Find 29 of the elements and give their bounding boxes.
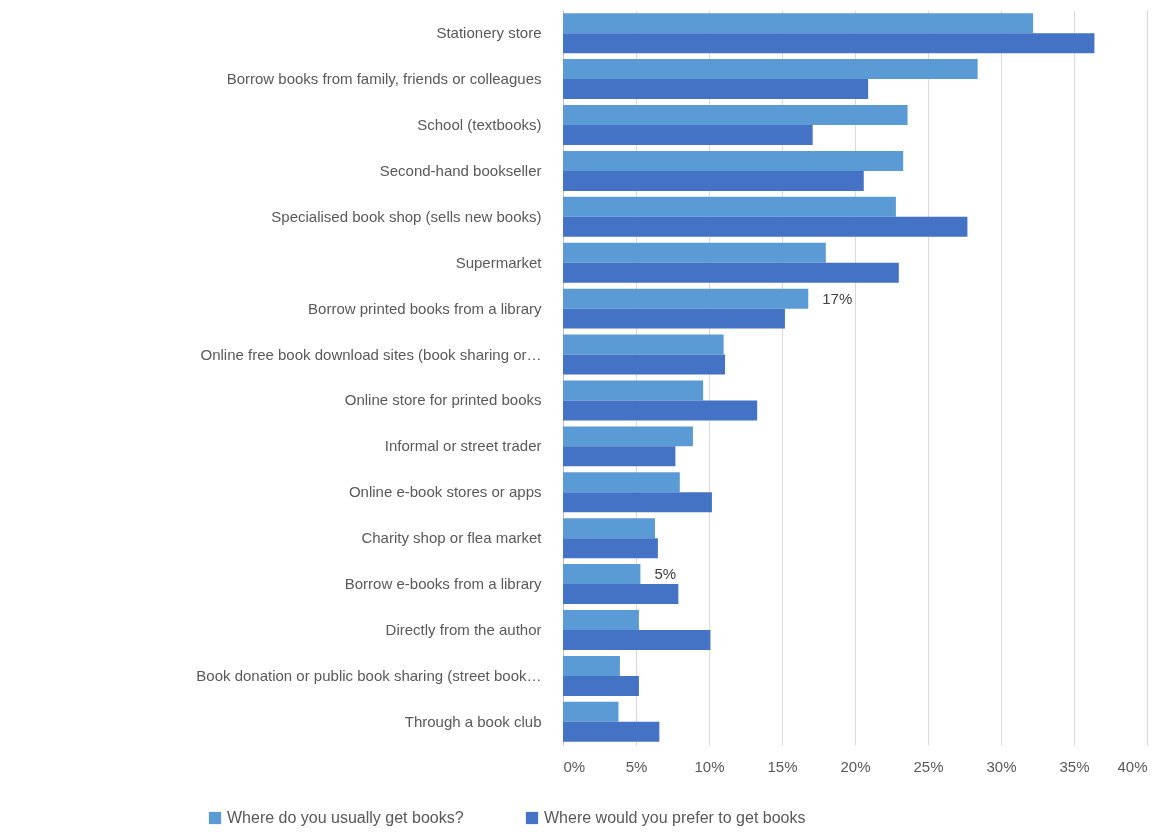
x-tick-label: 10% <box>694 757 725 775</box>
y-tick-label: Book donation or public book sharing (street book… <box>196 666 542 684</box>
y-tick-label: Borrow e-books from a library <box>344 575 542 593</box>
y-tick-label: Borrow printed books from a library <box>308 299 542 317</box>
x-tick-label: 35% <box>1059 757 1090 775</box>
y-tick-label: Borrow books from family, friends or colleagues <box>226 70 542 88</box>
data-label: 17% <box>822 289 853 307</box>
x-tick-label: 0% <box>563 757 586 775</box>
y-tick-label: Through a book club <box>404 712 542 730</box>
x-tick-label: 40% <box>1117 757 1148 775</box>
legend-label: Where would you prefer to get books <box>544 809 806 826</box>
x-tick-label: 5% <box>625 757 648 775</box>
y-tick-label: Supermarket <box>455 253 543 271</box>
y-tick-label: School (textbooks) <box>417 116 542 133</box>
legend-label: Where do you usually get books? <box>227 809 464 826</box>
x-tick-label: 20% <box>840 757 871 775</box>
y-tick-label: Stationery store <box>436 24 542 42</box>
y-tick-label: Second-hand bookseller <box>379 161 542 179</box>
x-tick-label: 30% <box>986 757 1017 775</box>
y-tick-label: Specialised book shop (sells new books) <box>271 207 542 225</box>
y-tick-label: Online e-book stores or apps <box>348 483 542 501</box>
y-tick-label: Online store for printed books <box>344 391 542 409</box>
data-label: 5% <box>654 565 677 583</box>
y-tick-label: Informal or street trader <box>384 437 542 455</box>
y-tick-label: Charity shop or flea market <box>361 529 543 547</box>
x-tick-label: 25% <box>913 757 944 775</box>
y-tick-label: Directly from the author <box>385 621 542 638</box>
x-tick-label: 15% <box>767 757 798 775</box>
y-tick-label: Online free book download sites (book sharing or… <box>200 345 542 363</box>
